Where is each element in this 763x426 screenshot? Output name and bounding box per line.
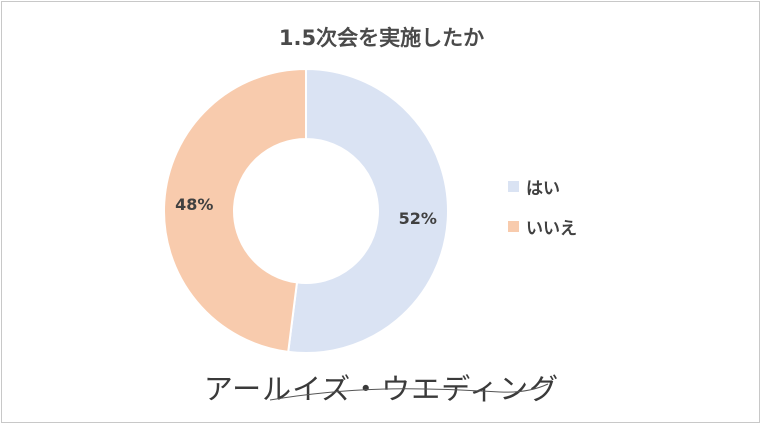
legend-label-iie: いいえ xyxy=(526,218,577,239)
slice-iie xyxy=(163,67,307,353)
legend-label-hai: はい xyxy=(526,178,560,199)
legend-swatch-iie xyxy=(508,220,519,232)
legend: はい いいえ xyxy=(508,166,577,246)
data-label-iie: 48% xyxy=(175,195,213,214)
legend-swatch-hai xyxy=(508,180,519,192)
logo-watermark: アールイズ・ウエディング xyxy=(203,372,560,406)
legend-item-iie: いいえ xyxy=(508,206,577,246)
slice-hai xyxy=(287,67,449,354)
data-label-hai: 52% xyxy=(399,209,437,228)
chart-title: 1.5次会を実施したか xyxy=(278,26,485,50)
legend-item-hai: はい xyxy=(508,166,577,206)
